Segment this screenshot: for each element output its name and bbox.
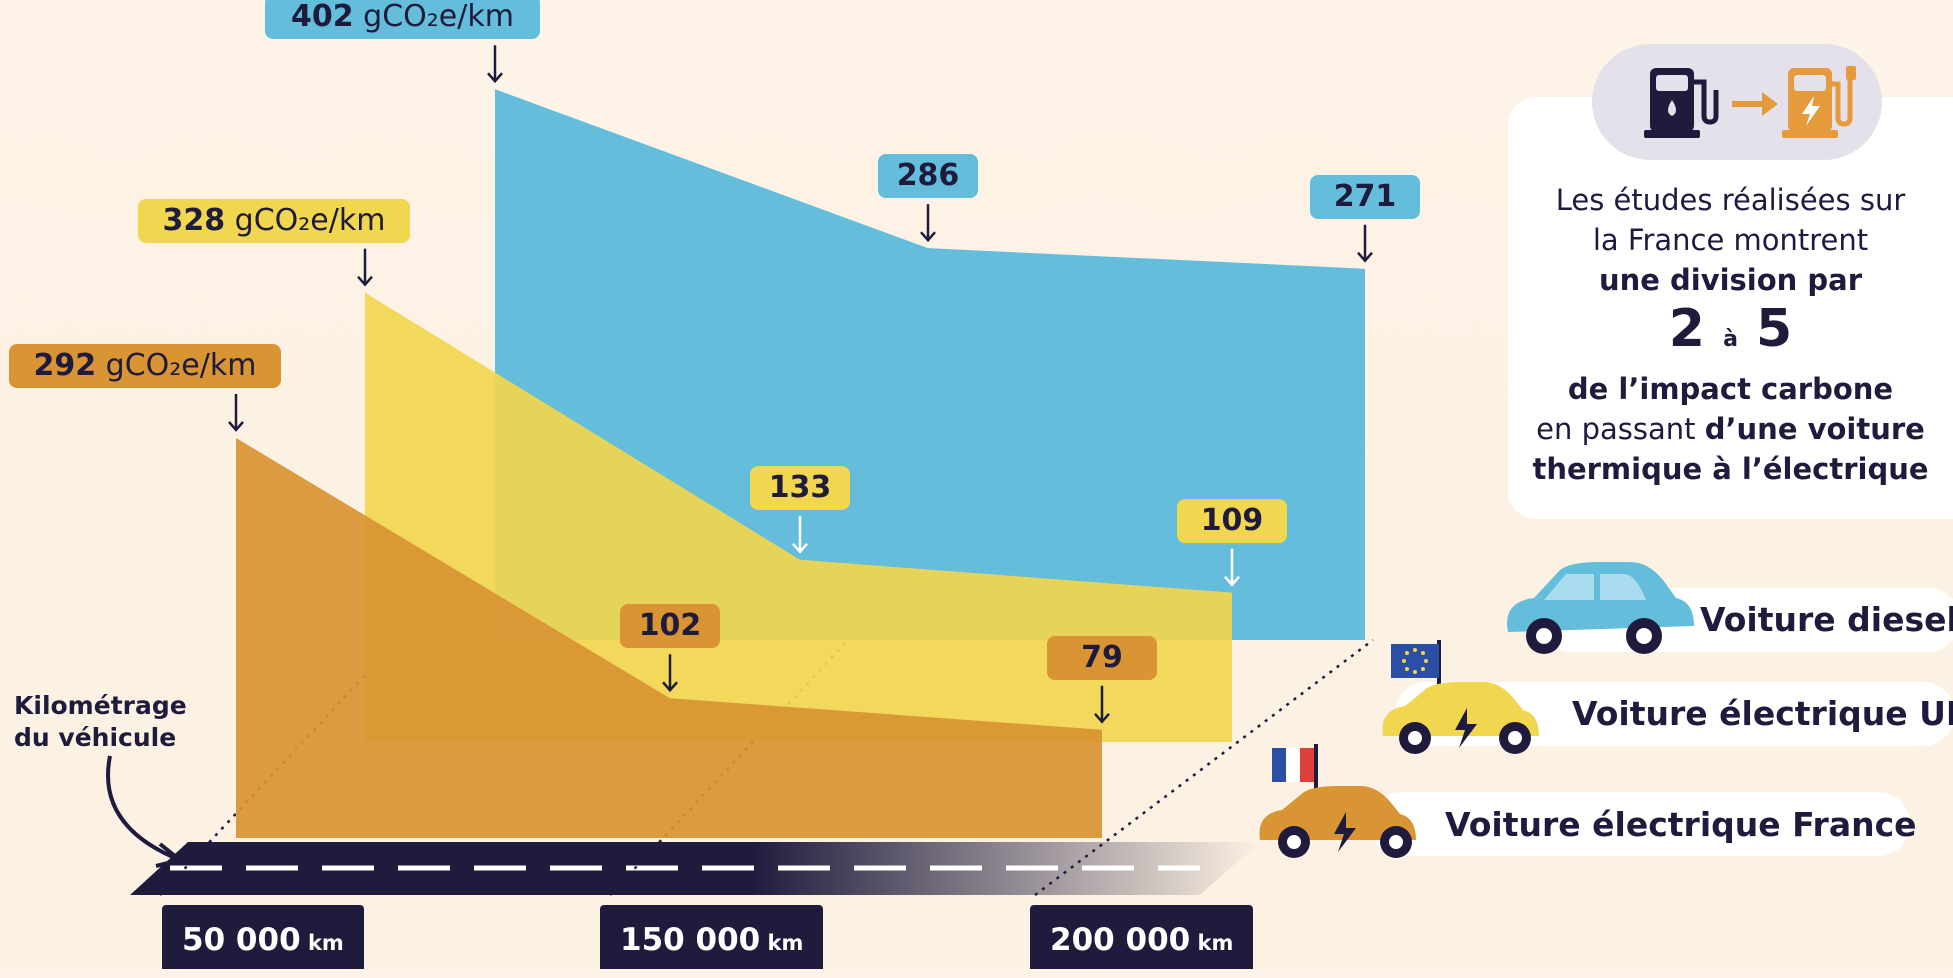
summary-card bbox=[1508, 97, 1953, 519]
car-france-icon bbox=[1259, 744, 1416, 858]
arrow-right-icon bbox=[1732, 92, 1778, 116]
summary-line-5: de l’impact carbone bbox=[1567, 372, 1894, 406]
curved-arrow-icon bbox=[106, 755, 185, 868]
fuel-to-electric-icon-pill bbox=[1592, 44, 1882, 160]
data-label: 79 bbox=[1047, 635, 1157, 680]
area-series bbox=[228, 45, 1373, 838]
area-2 bbox=[365, 292, 1232, 742]
legend-label-diesel: Voiture diesel bbox=[1700, 600, 1953, 639]
data-label: 109 bbox=[1177, 498, 1287, 543]
summary-ratio: 2 à 5 bbox=[1668, 299, 1793, 359]
value-arrow bbox=[1357, 224, 1373, 263]
area-3 bbox=[236, 437, 1102, 838]
value-arrow bbox=[792, 515, 808, 554]
start-value-label: 328 gCO₂e/km bbox=[138, 198, 410, 243]
start-value-label: 402 gCO₂e/km bbox=[265, 0, 540, 40]
summary-line-1: Les études réalisées sur bbox=[1555, 183, 1906, 217]
value-arrow bbox=[662, 654, 678, 693]
legend-label-france: Voiture électrique France bbox=[1445, 805, 1917, 844]
summary-line-3: une division par bbox=[1598, 263, 1863, 297]
france-flag-icon bbox=[1272, 744, 1318, 800]
x-tick-200000: 200 000 km bbox=[1030, 905, 1254, 969]
lightning-icon bbox=[1334, 812, 1356, 852]
legend-pill-france bbox=[1370, 792, 1910, 856]
summary-line-6: en passant d’une voiture bbox=[1536, 412, 1925, 446]
value-arrow bbox=[920, 204, 936, 243]
car-eu-icon bbox=[1382, 640, 1539, 754]
summary-line-7: thermique à l’électrique bbox=[1532, 452, 1929, 486]
road bbox=[130, 842, 1260, 895]
fuel-pump-icon bbox=[1644, 68, 1719, 138]
data-label: 286 bbox=[878, 154, 978, 199]
value-arrow bbox=[1094, 685, 1110, 724]
car-icon bbox=[1507, 562, 1694, 654]
x-axis-title: Kilométrage du véhicule bbox=[14, 691, 187, 752]
lightning-icon bbox=[1455, 708, 1477, 748]
legend-label-ue: Voiture électrique UE bbox=[1572, 694, 1953, 733]
summary-line-2: la France montrent bbox=[1592, 223, 1869, 257]
value-arrow bbox=[487, 45, 503, 84]
x-tick-50000: 50 000 km bbox=[162, 905, 364, 969]
data-label: 271 bbox=[1310, 174, 1420, 219]
eu-flag-icon bbox=[1391, 640, 1441, 696]
value-arrow bbox=[357, 248, 373, 287]
charging-station-icon bbox=[1782, 66, 1856, 138]
start-value-label: 292 gCO₂e/km bbox=[9, 343, 281, 388]
data-label: 102 bbox=[620, 604, 720, 649]
summary-text: Les études réalisées sur la France montr… bbox=[1508, 180, 1953, 489]
x-tick-150000: 150 000 km bbox=[600, 905, 824, 969]
value-arrow bbox=[1224, 548, 1240, 587]
data-label: 133 bbox=[750, 465, 850, 510]
value-arrow bbox=[228, 393, 244, 432]
area-1 bbox=[495, 89, 1365, 640]
